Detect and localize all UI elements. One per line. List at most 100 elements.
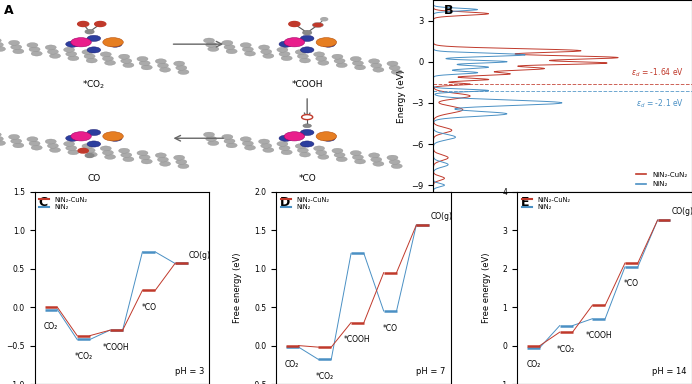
Circle shape xyxy=(71,38,91,47)
Text: A: A xyxy=(4,4,14,17)
Circle shape xyxy=(242,47,253,52)
Text: E: E xyxy=(520,196,529,209)
Text: CO(g): CO(g) xyxy=(672,207,692,216)
Circle shape xyxy=(50,147,61,152)
Circle shape xyxy=(371,63,382,68)
Text: *CO₂: *CO₂ xyxy=(557,345,575,354)
Circle shape xyxy=(336,157,347,162)
Circle shape xyxy=(174,61,185,66)
Text: *COOH: *COOH xyxy=(103,343,129,352)
Text: D: D xyxy=(280,196,290,209)
Text: *CO₂: *CO₂ xyxy=(316,372,334,381)
Circle shape xyxy=(45,45,56,50)
Circle shape xyxy=(10,139,21,144)
Circle shape xyxy=(120,58,131,63)
Circle shape xyxy=(84,54,95,59)
Circle shape xyxy=(261,143,272,148)
Circle shape xyxy=(45,139,56,144)
Circle shape xyxy=(313,146,325,151)
Circle shape xyxy=(85,154,94,157)
Circle shape xyxy=(174,155,185,160)
Circle shape xyxy=(31,145,42,150)
Circle shape xyxy=(118,54,129,59)
Circle shape xyxy=(303,31,311,35)
Circle shape xyxy=(300,129,314,136)
Circle shape xyxy=(316,150,327,155)
Circle shape xyxy=(279,135,293,141)
Text: C: C xyxy=(38,196,47,209)
Legend: NiN₂-CuN₂, NiN₂: NiN₂-CuN₂, NiN₂ xyxy=(279,195,330,211)
Circle shape xyxy=(352,155,363,160)
Text: *CO: *CO xyxy=(141,303,156,312)
Circle shape xyxy=(27,137,38,142)
Circle shape xyxy=(244,51,255,56)
Circle shape xyxy=(178,70,189,74)
Circle shape xyxy=(8,40,19,45)
Circle shape xyxy=(226,49,237,54)
Y-axis label: Energy (eV): Energy (eV) xyxy=(397,70,406,122)
Circle shape xyxy=(160,161,171,166)
Circle shape xyxy=(66,146,77,151)
Circle shape xyxy=(155,59,166,64)
Circle shape xyxy=(373,161,384,166)
Circle shape xyxy=(100,52,111,57)
Circle shape xyxy=(109,135,122,141)
Circle shape xyxy=(50,53,61,58)
Circle shape xyxy=(84,148,95,153)
Circle shape xyxy=(300,47,314,53)
Circle shape xyxy=(31,51,42,56)
Text: *CO: *CO xyxy=(298,174,316,183)
Circle shape xyxy=(66,41,80,47)
Circle shape xyxy=(373,67,384,72)
Circle shape xyxy=(284,38,304,47)
Circle shape xyxy=(332,54,343,59)
Circle shape xyxy=(95,22,106,26)
Circle shape xyxy=(10,45,21,50)
Circle shape xyxy=(387,155,398,160)
Legend: NiN₂-CuN₂, NiN₂: NiN₂-CuN₂, NiN₂ xyxy=(520,195,572,211)
Text: *CO₂: *CO₂ xyxy=(75,352,93,361)
Legend: NiN₂-CuN₂, NiN₂: NiN₂-CuN₂, NiN₂ xyxy=(38,195,89,211)
Circle shape xyxy=(109,41,122,47)
Circle shape xyxy=(389,159,400,164)
Circle shape xyxy=(263,147,274,152)
Circle shape xyxy=(87,35,100,41)
Circle shape xyxy=(206,42,217,47)
Circle shape xyxy=(222,134,233,139)
Circle shape xyxy=(8,134,19,139)
Circle shape xyxy=(350,56,361,61)
Circle shape xyxy=(240,137,251,142)
Circle shape xyxy=(27,43,38,48)
Circle shape xyxy=(318,60,329,65)
Circle shape xyxy=(176,159,187,164)
Circle shape xyxy=(295,144,307,149)
Circle shape xyxy=(312,23,323,28)
Circle shape xyxy=(139,61,150,66)
Circle shape xyxy=(12,49,24,54)
Circle shape xyxy=(120,152,131,157)
Circle shape xyxy=(261,49,272,54)
Text: CO₂: CO₂ xyxy=(285,359,300,369)
Text: *COOH: *COOH xyxy=(291,80,323,89)
Circle shape xyxy=(259,45,270,50)
Circle shape xyxy=(206,136,217,141)
Circle shape xyxy=(103,38,123,47)
Text: *COOH: *COOH xyxy=(585,331,612,340)
Text: *CO$_2$: *CO$_2$ xyxy=(82,78,106,91)
Circle shape xyxy=(71,132,91,141)
Circle shape xyxy=(118,148,129,153)
Circle shape xyxy=(47,49,58,54)
Circle shape xyxy=(316,132,336,141)
Circle shape xyxy=(137,56,148,61)
Circle shape xyxy=(64,47,75,52)
Circle shape xyxy=(259,139,270,144)
Circle shape xyxy=(244,145,255,150)
Text: CO₂: CO₂ xyxy=(527,360,540,369)
Circle shape xyxy=(141,159,152,164)
Circle shape xyxy=(279,146,290,151)
Circle shape xyxy=(103,132,123,141)
Circle shape xyxy=(334,58,345,63)
Circle shape xyxy=(300,141,314,147)
Text: CO(g): CO(g) xyxy=(189,251,211,260)
Circle shape xyxy=(0,136,3,141)
